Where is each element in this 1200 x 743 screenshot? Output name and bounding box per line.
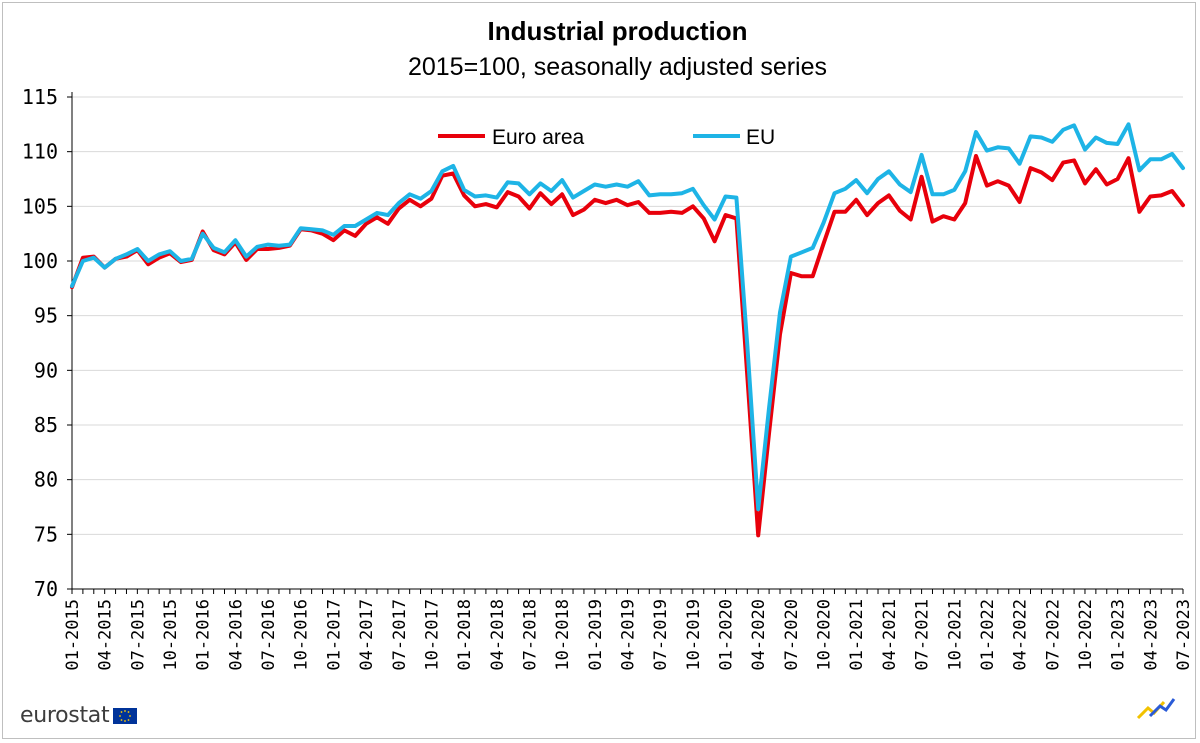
x-tick-label: 07-2020	[782, 599, 802, 671]
legend-label: EU	[746, 126, 775, 149]
y-tick-label: 85	[34, 413, 58, 437]
y-tick-label: 110	[22, 140, 58, 164]
x-tick-label: 10-2020	[815, 599, 835, 671]
x-tick-label: 04-2022	[1011, 599, 1031, 671]
x-tick-label: 10-2016	[292, 599, 312, 671]
x-tick-label: 01-2018	[455, 599, 475, 671]
x-tick-label: 01-2022	[978, 599, 998, 671]
y-tick-label: 90	[34, 358, 58, 382]
x-tick-label: 01-2017	[324, 599, 344, 671]
x-tick-label: 04-2016	[226, 599, 246, 671]
x-tick-label: 04-2018	[488, 599, 508, 671]
legend-label: Euro area	[492, 126, 585, 149]
y-tick-label: 75	[34, 522, 58, 546]
x-tick-label: 04-2019	[619, 599, 639, 671]
x-tick-label: 01-2023	[1109, 599, 1129, 671]
x-tick-label: 07-2015	[128, 599, 148, 671]
x-tick-label: 10-2018	[553, 599, 573, 671]
chart-title: Industrial production	[487, 16, 748, 46]
x-tick-label: 01-2021	[847, 599, 867, 671]
y-tick-label: 105	[22, 194, 58, 218]
eu-flag-icon	[113, 707, 138, 724]
series-line-euro-area	[70, 154, 1185, 538]
chart-subtitle: 2015=100, seasonally adjusted series	[407, 53, 828, 81]
x-tick-label: 04-2015	[96, 599, 116, 671]
eurostat-logo: eurostat	[20, 703, 138, 728]
x-tick-label: 04-2020	[749, 599, 769, 671]
series-line-eu	[70, 122, 1185, 512]
x-tick-label: 07-2022	[1043, 599, 1063, 671]
x-tick-label: 10-2015	[161, 599, 181, 671]
y-tick-label: 115	[22, 85, 58, 109]
x-tick-label: 01-2016	[194, 599, 214, 671]
x-tick-label: 07-2018	[520, 599, 540, 671]
x-tick-label: 07-2016	[259, 599, 279, 671]
x-tick-label: 01-2015	[63, 599, 83, 671]
x-tick-label: 10-2021	[945, 599, 965, 671]
x-tick-label: 04-2017	[357, 599, 377, 671]
y-tick-label: 95	[34, 304, 58, 328]
x-tick-label: 10-2019	[684, 599, 704, 671]
x-tick-label: 01-2020	[717, 599, 737, 671]
x-tick-label: 04-2021	[880, 599, 900, 671]
x-tick-label: 04-2023	[1141, 599, 1161, 671]
x-tick-label: 07-2017	[390, 599, 410, 671]
x-tick-label: 07-2019	[651, 599, 671, 671]
x-tick-label: 07-2021	[913, 599, 933, 671]
eurostat-logo-text: eurostat	[20, 703, 110, 728]
pencil-icon	[1136, 698, 1176, 720]
x-tick-label: 07-2023	[1174, 599, 1194, 671]
x-tick-label: 10-2017	[422, 599, 442, 671]
x-tick-label: 10-2022	[1076, 599, 1096, 671]
y-tick-label: 70	[34, 577, 58, 601]
y-tick-label: 100	[22, 249, 58, 273]
y-tick-label: 80	[34, 468, 58, 492]
x-tick-label: 01-2019	[586, 599, 606, 671]
